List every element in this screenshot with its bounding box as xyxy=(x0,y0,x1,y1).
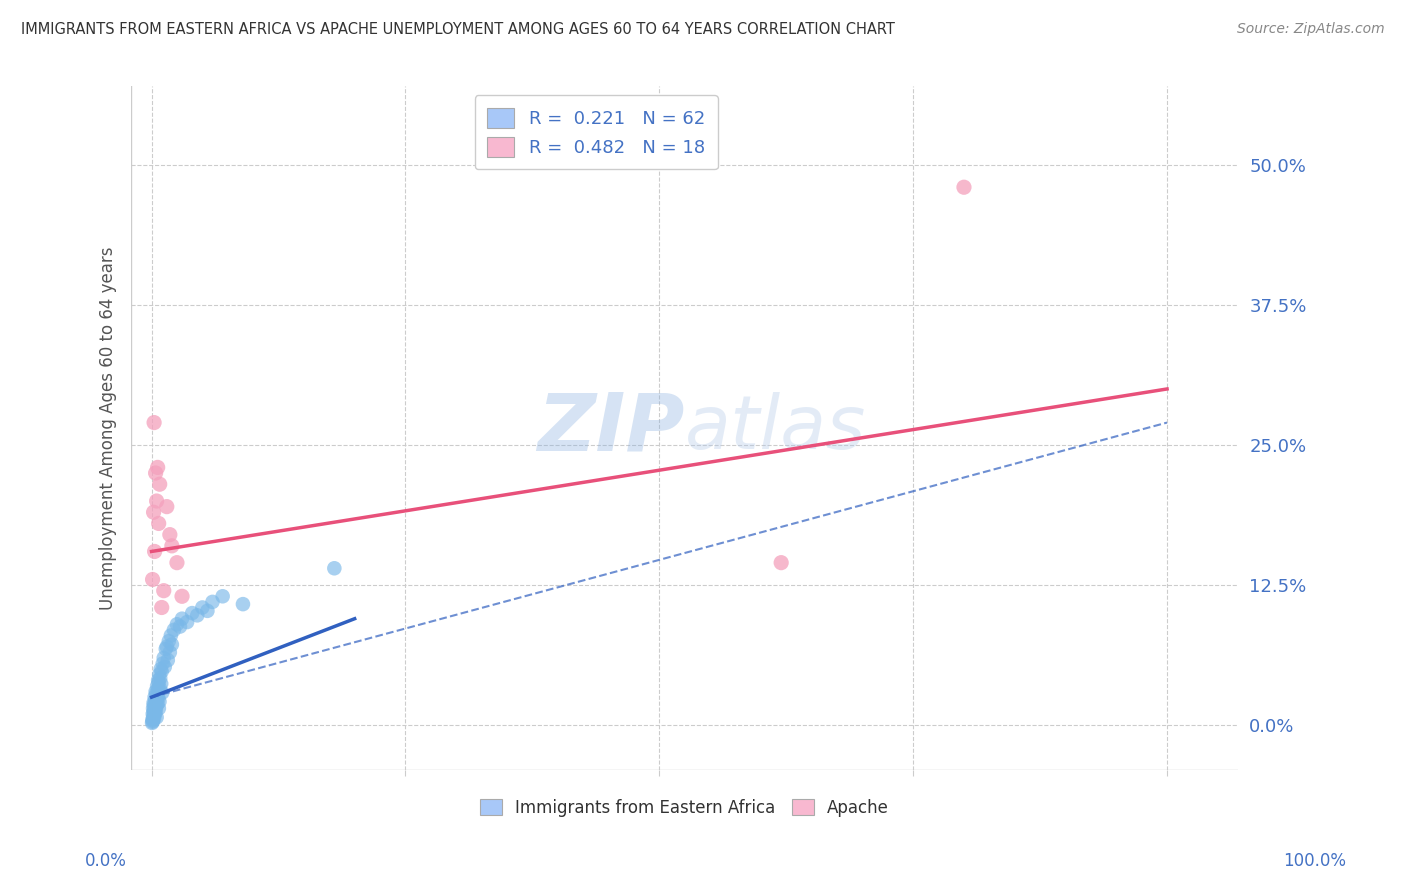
Point xyxy=(142,709,165,723)
Point xyxy=(143,711,166,725)
Point xyxy=(143,416,166,430)
Point xyxy=(146,692,169,706)
Point xyxy=(143,700,166,714)
Point xyxy=(148,516,170,531)
Point xyxy=(150,686,173,700)
Point xyxy=(149,671,172,685)
Point xyxy=(142,701,165,715)
Text: 100.0%: 100.0% xyxy=(1284,852,1346,870)
Point xyxy=(186,608,208,623)
Point xyxy=(156,653,179,667)
Point xyxy=(142,714,165,728)
Point xyxy=(149,477,172,491)
Point xyxy=(141,715,163,730)
Point xyxy=(176,615,198,629)
Point xyxy=(142,573,165,587)
Point xyxy=(148,667,170,681)
Point xyxy=(149,662,172,676)
Point xyxy=(145,687,167,701)
Point xyxy=(160,638,183,652)
Point xyxy=(145,702,167,716)
Point xyxy=(143,704,166,718)
Point xyxy=(160,628,183,642)
Point xyxy=(232,597,254,611)
Point xyxy=(150,676,173,690)
Point xyxy=(152,651,174,665)
Text: 0.0%: 0.0% xyxy=(84,852,127,870)
Point xyxy=(323,561,346,575)
Point xyxy=(146,679,169,693)
Point xyxy=(152,657,174,671)
Point xyxy=(191,600,214,615)
Point xyxy=(146,682,169,697)
Point xyxy=(142,705,165,719)
Point xyxy=(159,645,181,659)
Point xyxy=(166,617,188,632)
Point xyxy=(146,673,169,688)
Point xyxy=(150,665,173,679)
Point xyxy=(155,642,177,657)
Point xyxy=(170,589,193,603)
Point xyxy=(156,500,179,514)
Point xyxy=(770,556,793,570)
Point xyxy=(142,698,165,712)
Point xyxy=(145,699,167,714)
Point xyxy=(141,713,163,727)
Point xyxy=(170,612,193,626)
Text: ZIP: ZIP xyxy=(537,389,685,467)
Point xyxy=(142,714,165,729)
Point xyxy=(163,623,186,637)
Point xyxy=(150,600,173,615)
Point xyxy=(145,706,167,720)
Point xyxy=(201,595,224,609)
Point xyxy=(145,494,167,508)
Point xyxy=(148,675,170,690)
Point xyxy=(145,684,167,698)
Point xyxy=(142,505,165,519)
Point xyxy=(143,708,166,723)
Point xyxy=(160,539,183,553)
Legend: Immigrants from Eastern Africa, Apache: Immigrants from Eastern Africa, Apache xyxy=(474,792,896,823)
Point xyxy=(146,460,169,475)
Point xyxy=(148,695,170,709)
Text: Source: ZipAtlas.com: Source: ZipAtlas.com xyxy=(1237,22,1385,37)
Point xyxy=(159,527,181,541)
Point xyxy=(157,634,180,648)
Point xyxy=(148,701,170,715)
Point xyxy=(145,710,167,724)
Point xyxy=(143,693,166,707)
Y-axis label: Unemployment Among Ages 60 to 64 years: Unemployment Among Ages 60 to 64 years xyxy=(100,246,117,610)
Point xyxy=(142,706,165,721)
Point xyxy=(156,640,179,654)
Point xyxy=(169,619,191,633)
Text: atlas: atlas xyxy=(685,392,866,464)
Point xyxy=(181,606,204,620)
Point xyxy=(953,180,976,194)
Point xyxy=(142,696,165,710)
Point xyxy=(149,681,172,696)
Point xyxy=(145,466,167,480)
Point xyxy=(166,556,188,570)
Point xyxy=(152,583,174,598)
Point xyxy=(153,660,176,674)
Text: IMMIGRANTS FROM EASTERN AFRICA VS APACHE UNEMPLOYMENT AMONG AGES 60 TO 64 YEARS : IMMIGRANTS FROM EASTERN AFRICA VS APACHE… xyxy=(21,22,896,37)
Point xyxy=(197,604,219,618)
Point xyxy=(143,690,166,705)
Point xyxy=(148,691,170,706)
Point xyxy=(146,697,169,711)
Point xyxy=(211,589,233,603)
Point xyxy=(143,544,166,558)
Point xyxy=(146,689,169,703)
